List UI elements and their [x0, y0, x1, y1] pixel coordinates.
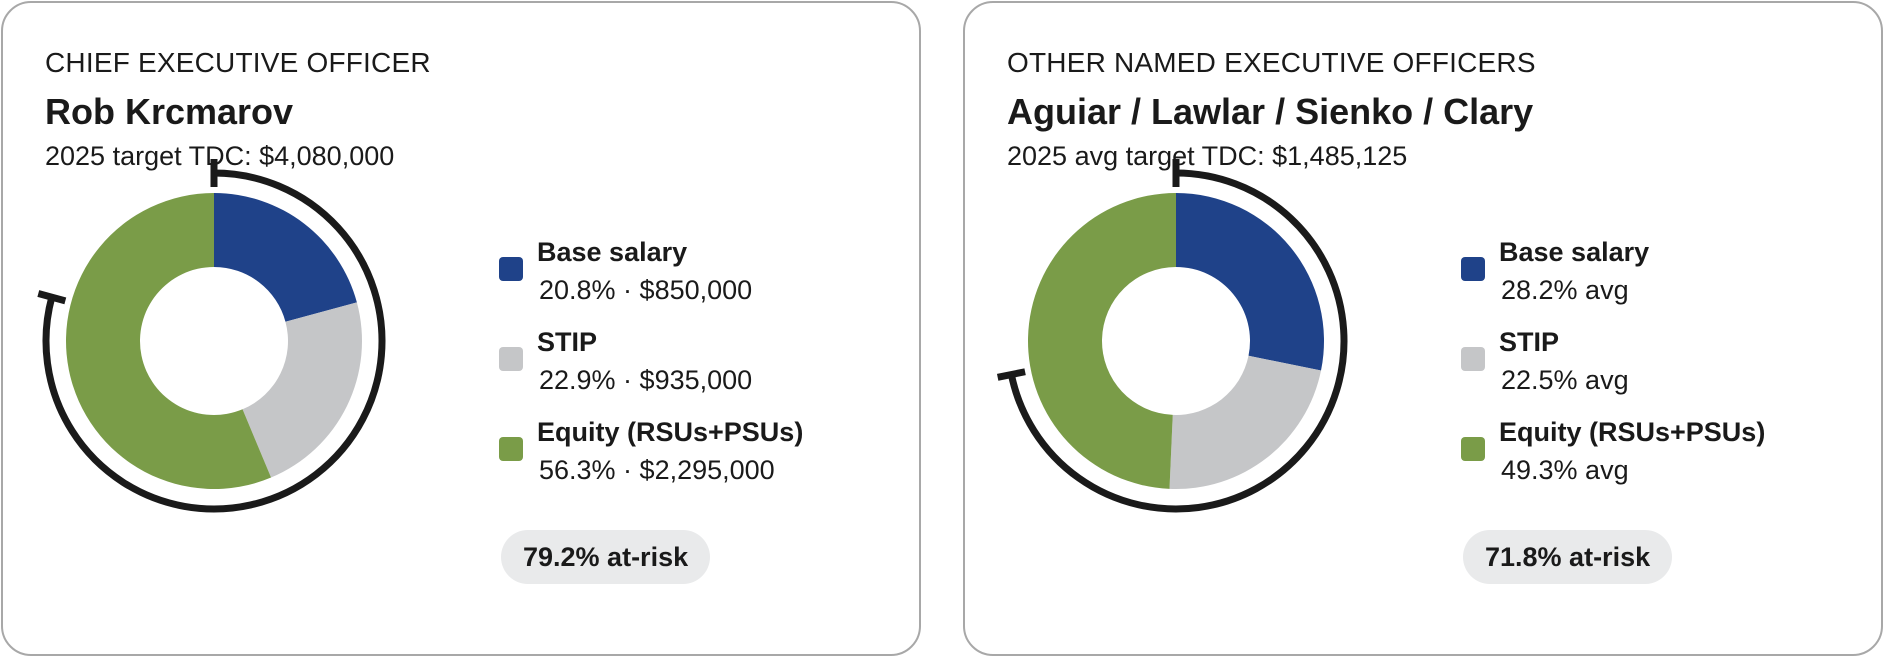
ceo-card: CHIEF EXECUTIVE OFFICER Rob Krcmarov 202…: [1, 1, 921, 656]
equity-swatch: [1461, 437, 1485, 461]
equity-swatch: [499, 437, 523, 461]
slice-stip: [242, 302, 363, 478]
base-salary-swatch: [1461, 257, 1485, 281]
legend-value: 22.9% · $935,000: [539, 365, 753, 395]
at-risk-arc: [42, 169, 386, 513]
ceo-eyebrow: CHIEF EXECUTIVE OFFICER: [45, 47, 431, 78]
slice-stip: [1169, 355, 1322, 489]
legend-value: 22.5% avg: [1501, 365, 1629, 395]
legend-item-stip: STIP 22.5% avg: [1459, 327, 1879, 417]
ceo-name: Rob Krcmarov: [45, 91, 294, 132]
legend-value: 56.3% · $2,295,000: [539, 455, 775, 485]
at-risk-arc: [1007, 169, 1348, 513]
neo-donut-chart: [996, 159, 1348, 513]
at-risk-arc-end-tick: [996, 368, 1026, 381]
legend-item-equity: Equity (RSUs+PSUs) 49.3% avg: [1459, 417, 1879, 507]
neo-avg-target-tdc: 2025 avg target TDC: $1,485,125: [1007, 141, 1408, 171]
stip-swatch: [1461, 347, 1485, 371]
neo-legend: Base salary 28.2% avg STIP 22.5% avg Equ…: [1459, 237, 1879, 507]
legend-value: 20.8% · $850,000: [539, 275, 753, 305]
legend-label: Equity (RSUs+PSUs): [537, 417, 804, 447]
stip-swatch: [499, 347, 523, 371]
legend-item-base-salary: Base salary 20.8% · $850,000: [497, 237, 917, 327]
legend-label: STIP: [1499, 327, 1560, 357]
ceo-at-risk-badge: 79.2% at-risk: [501, 530, 711, 584]
ceo-target-tdc: 2025 target TDC: $4,080,000: [45, 141, 395, 171]
legend-value: 28.2% avg: [1501, 275, 1629, 305]
legend-label: Base salary: [1499, 237, 1650, 267]
slice-equity: [66, 193, 272, 489]
slice-equity: [1027, 193, 1176, 489]
slice-base-salary: [1176, 193, 1324, 371]
ceo-legend: Base salary 20.8% · $850,000 STIP 22.9% …: [497, 237, 917, 507]
neo-card: OTHER NAMED EXECUTIVE OFFICERS Aguiar / …: [963, 1, 1883, 656]
legend-item-equity: Equity (RSUs+PSUs) 56.3% · $2,295,000: [497, 417, 917, 507]
neo-at-risk-badge: 71.8% at-risk: [1463, 530, 1673, 584]
neo-names: Aguiar / Lawlar / Sienko / Clary: [1007, 91, 1534, 132]
legend-label: Base salary: [537, 237, 688, 267]
slice-base-salary: [214, 193, 357, 322]
legend-item-base-salary: Base salary 28.2% avg: [1459, 237, 1879, 327]
legend-item-stip: STIP 22.9% · $935,000: [497, 327, 917, 417]
at-risk-arc-end-tick: [37, 290, 67, 305]
ceo-donut-chart: [37, 159, 386, 513]
legend-value: 49.3% avg: [1501, 455, 1629, 485]
legend-label: STIP: [537, 327, 598, 357]
neo-eyebrow: OTHER NAMED EXECUTIVE OFFICERS: [1007, 47, 1536, 78]
base-salary-swatch: [499, 257, 523, 281]
legend-label: Equity (RSUs+PSUs): [1499, 417, 1766, 447]
